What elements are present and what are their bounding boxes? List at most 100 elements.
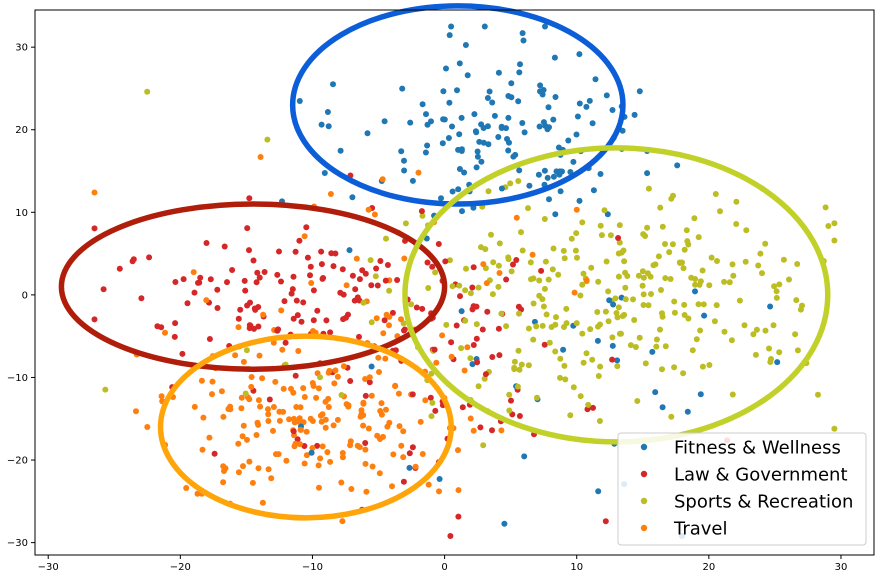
data-point-0 [521,453,528,460]
data-point-2 [729,261,736,268]
data-point-1 [171,333,178,340]
data-point-3 [313,394,320,401]
data-point-2 [372,273,379,280]
data-point-1 [255,323,262,330]
data-point-2 [622,296,629,303]
data-point-1 [442,258,449,265]
data-point-2 [530,275,537,282]
data-point-1 [351,297,358,304]
data-point-2 [642,360,649,367]
data-point-0 [559,168,565,175]
data-point-2 [485,188,492,195]
cluster-ellipse-3 [157,333,454,521]
data-point-1 [373,265,380,272]
data-point-3 [436,488,442,495]
data-point-2 [693,336,700,343]
data-point-1 [368,282,375,289]
data-point-3 [301,460,308,467]
data-point-2 [712,191,719,197]
data-point-1 [340,316,347,323]
data-point-1 [180,276,187,283]
data-point-3 [395,390,402,397]
data-point-2 [697,327,704,334]
data-point-1 [221,243,228,250]
data-point-3 [366,374,373,381]
data-point-2 [773,288,780,295]
data-point-2 [587,326,594,333]
data-point-2 [580,270,587,277]
data-point-2 [822,204,829,211]
data-point-2 [518,229,524,236]
data-point-2 [577,393,584,400]
data-point-3 [334,373,341,380]
y-tick-label: 0 [22,290,28,301]
data-point-0 [597,171,604,177]
data-point-1 [356,276,363,283]
data-point-1 [590,404,596,411]
data-point-0 [456,131,463,138]
data-point-0 [659,404,666,411]
data-point-2 [577,292,584,299]
data-point-2 [639,268,646,275]
data-point-3 [326,367,333,374]
data-point-3 [378,400,385,407]
data-point-1 [146,254,153,261]
data-point-3 [398,316,404,323]
data-point-1 [191,289,198,296]
data-point-2 [706,282,713,289]
data-point-0 [406,464,413,471]
data-point-3 [246,396,253,403]
data-point-1 [100,286,107,293]
data-point-2 [615,273,622,280]
data-point-2 [771,283,778,290]
data-point-3 [365,425,372,432]
data-point-3 [339,450,346,456]
data-point-2 [729,391,736,398]
data-point-2 [699,363,706,370]
data-point-3 [259,375,266,382]
data-point-2 [534,394,540,401]
data-point-2 [589,356,596,363]
data-point-3 [324,449,331,456]
data-point-3 [235,469,242,476]
data-point-2 [770,322,777,329]
data-point-2 [525,205,531,212]
data-point-2 [755,262,762,269]
data-point-2 [562,376,569,383]
data-point-1 [91,225,98,232]
data-point-3 [380,433,386,440]
data-point-1 [247,299,253,306]
data-point-2 [645,185,652,192]
data-point-2 [144,88,151,95]
data-point-0 [526,182,533,189]
data-point-3 [265,406,271,413]
data-point-3 [265,466,272,473]
data-point-0 [324,109,331,115]
data-point-0 [614,357,621,364]
data-point-0 [546,196,552,203]
data-point-3 [316,484,322,491]
data-point-3 [218,388,225,395]
data-point-2 [605,288,612,295]
data-point-3 [386,322,392,329]
data-point-3 [412,463,419,470]
data-point-0 [550,116,557,123]
data-point-2 [759,270,765,277]
data-point-3 [297,404,304,411]
data-point-2 [595,278,602,285]
data-point-3 [419,451,426,457]
data-point-2 [536,277,543,284]
data-point-2 [793,297,800,304]
data-point-1 [235,315,242,322]
data-point-3 [376,369,382,375]
data-point-1 [307,263,314,270]
data-point-1 [510,261,516,268]
data-point-0 [419,101,426,108]
data-point-0 [364,130,371,137]
data-point-0 [551,54,558,61]
data-point-3 [303,452,310,459]
data-point-2 [695,234,702,241]
data-point-2 [616,330,623,337]
data-point-3 [133,408,139,415]
data-point-2 [243,347,250,354]
